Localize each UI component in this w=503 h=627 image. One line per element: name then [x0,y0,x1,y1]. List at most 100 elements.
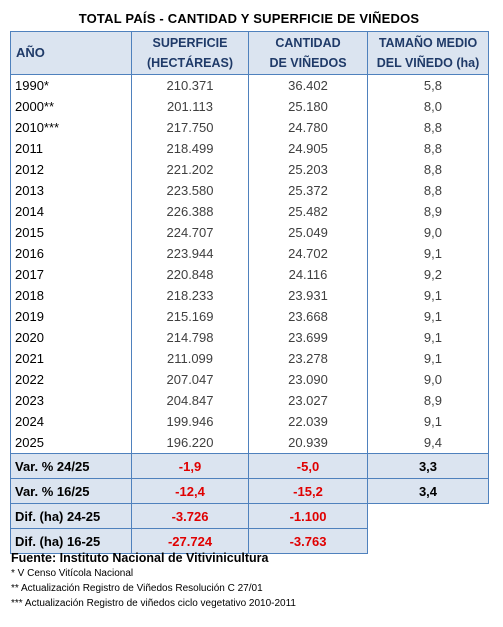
year-cell: 2011 [10,138,132,159]
size-cell: 8,8 [367,138,489,159]
summary-count: -15,2 [248,478,368,504]
header-year: AÑO [10,31,132,75]
count-cell: 22.039 [248,411,368,432]
table-row: 2022 207.047 23.090 9,0 [10,369,489,390]
footnote: ** Actualización Registro de Viñedos Res… [11,583,263,594]
footnote: *** Actualización Registro de viñedos ci… [11,598,296,609]
table-row: 2024 199.946 22.039 9,1 [10,411,489,432]
count-cell: 25.482 [248,201,368,222]
size-cell: 8,0 [367,96,489,117]
table-row: 2014 226.388 25.482 8,9 [10,201,489,222]
surface-cell: 223.944 [131,243,249,264]
summary-count: -5,0 [248,453,368,479]
size-cell: 9,1 [367,348,489,369]
empty-cell [367,528,489,554]
year-cell: 2020 [10,327,132,348]
table-row: 2000** 201.113 25.180 8,0 [10,96,489,117]
year-cell: 2012 [10,159,132,180]
size-cell: 9,2 [367,264,489,285]
table-row: 1990* 210.371 36.402 5,8 [10,74,489,96]
header-surface-line2: (HECTÁREAS) [146,56,234,70]
table-row: 2025 196.220 20.939 9,4 [10,432,489,454]
year-cell: 2010*** [10,117,132,138]
summary-surface: -3.726 [131,503,249,529]
count-cell: 23.931 [248,285,368,306]
summary-row: Dif. (ha) 16-25 -27.724 -3.763 [10,528,489,554]
surface-cell: 224.707 [131,222,249,243]
size-cell: 9,0 [367,369,489,390]
year-cell: 2013 [10,180,132,201]
summary-count: -1.100 [248,503,368,529]
count-cell: 24.905 [248,138,368,159]
surface-cell: 218.499 [131,138,249,159]
header-size: TAMAÑO MEDIO DEL VIÑEDO (ha) [367,31,489,75]
table-row: 2012 221.202 25.203 8,8 [10,159,489,180]
surface-cell: 215.169 [131,306,249,327]
year-cell: 2017 [10,264,132,285]
summary-surface: -1,9 [131,453,249,479]
surface-cell: 211.099 [131,348,249,369]
footnote: * V Censo Vitícola Nacional [11,568,134,579]
table-row: 2015 224.707 25.049 9,0 [10,222,489,243]
size-cell: 8,8 [367,117,489,138]
size-cell: 9,1 [367,285,489,306]
header-size-line1: TAMAÑO MEDIO [378,36,478,50]
surface-cell: 221.202 [131,159,249,180]
summary-count: -3.763 [248,528,368,554]
year-cell: 2000** [10,96,132,117]
header-size-line2: DEL VIÑEDO (ha) [376,56,480,70]
header-count-line1: CANTIDAD [275,36,341,50]
header-count: CANTIDAD DE VIÑEDOS [248,31,368,75]
table-row: 2023 204.847 23.027 8,9 [10,390,489,411]
table-row: 2019 215.169 23.668 9,1 [10,306,489,327]
table-row: 2018 218.233 23.931 9,1 [10,285,489,306]
year-cell: 2014 [10,201,132,222]
vineyard-table: AÑO SUPERFICIE (HECTÁREAS) CANTIDAD DE V… [10,31,489,554]
surface-cell: 210.371 [131,74,249,96]
year-cell: 2025 [10,432,132,454]
surface-cell: 207.047 [131,369,249,390]
count-cell: 24.116 [248,264,368,285]
footnotes: Fuente: Instituto Nacional de Vitivinicu… [11,551,296,611]
year-cell: 2021 [10,348,132,369]
surface-cell: 223.580 [131,180,249,201]
source-text: Fuente: Instituto Nacional de Vitivinicu… [11,551,269,565]
size-cell: 9,4 [367,432,489,454]
count-cell: 23.027 [248,390,368,411]
year-cell: 2024 [10,411,132,432]
count-cell: 25.203 [248,159,368,180]
surface-cell: 204.847 [131,390,249,411]
year-cell: 2018 [10,285,132,306]
summary-row: Var. % 24/25 -1,9 -5,0 3,3 [10,453,489,479]
count-cell: 25.049 [248,222,368,243]
count-cell: 36.402 [248,74,368,96]
surface-cell: 201.113 [131,96,249,117]
count-cell: 23.668 [248,306,368,327]
summary-row: Var. % 16/25 -12,4 -15,2 3,4 [10,478,489,504]
table-row: 2017 220.848 24.116 9,2 [10,264,489,285]
summary-label: Dif. (ha) 16-25 [10,528,132,554]
header-count-line2: DE VIÑEDOS [269,56,347,70]
surface-cell: 214.798 [131,327,249,348]
year-cell: 1990* [10,74,132,96]
surface-cell: 226.388 [131,201,249,222]
header-row: AÑO SUPERFICIE (HECTÁREAS) CANTIDAD DE V… [10,31,489,75]
table-row: 2016 223.944 24.702 9,1 [10,243,489,264]
summary-surface: -27.724 [131,528,249,554]
year-cell: 2023 [10,390,132,411]
summary-size: 3,3 [367,453,489,479]
table-row: 2011 218.499 24.905 8,8 [10,138,489,159]
empty-cell [367,503,489,529]
year-cell: 2022 [10,369,132,390]
summary-label: Var. % 16/25 [10,478,132,504]
table-title: TOTAL PAÍS - CANTIDAD Y SUPERFICIE DE VI… [78,11,420,26]
surface-cell: 199.946 [131,411,249,432]
size-cell: 5,8 [367,74,489,96]
year-cell: 2015 [10,222,132,243]
table-row: 2021 211.099 23.278 9,1 [10,348,489,369]
size-cell: 9,1 [367,411,489,432]
year-cell: 2019 [10,306,132,327]
size-cell: 8,8 [367,159,489,180]
surface-cell: 217.750 [131,117,249,138]
summary-size: 3,4 [367,478,489,504]
